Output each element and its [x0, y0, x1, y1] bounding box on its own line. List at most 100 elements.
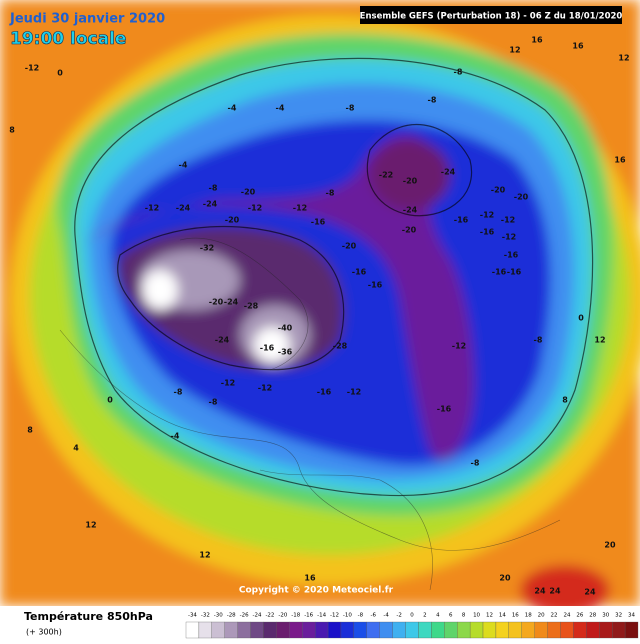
scale-swatch	[521, 621, 535, 639]
scale-swatch	[573, 621, 587, 639]
scale-label: 12	[486, 613, 493, 619]
scale-label: 10	[473, 613, 480, 619]
map-value: -24	[224, 298, 239, 307]
scale-swatch	[508, 621, 522, 639]
map-value: -16	[368, 281, 383, 290]
map-value: -28	[333, 342, 348, 351]
scale-swatch	[392, 621, 406, 639]
map-value: 16	[614, 156, 626, 165]
scale-label: 24	[563, 613, 570, 619]
scale-swatch	[366, 621, 380, 639]
map-labels: -12 -24 -24-20-12-8 -20-12-16-8-20-16-16-20…	[9, 36, 629, 597]
map-value: -12	[501, 216, 515, 225]
scale-swatch	[405, 621, 419, 639]
scale-swatch	[482, 621, 497, 639]
contours	[74, 57, 594, 497]
map-value: -24	[203, 200, 218, 209]
scale-label: -34	[188, 613, 197, 619]
map-value: -16	[504, 251, 519, 260]
scale-label: -14	[317, 613, 326, 619]
scale-swatch	[211, 621, 225, 639]
map-value: -12	[480, 211, 494, 220]
map-value: -24	[441, 168, 456, 177]
map-value: -4	[179, 161, 188, 170]
map-value: 16	[572, 42, 584, 51]
scale-label: 16	[512, 613, 519, 619]
color-scale: -34 -32 -30 -28 -26 -24 -22 -20 -18 -16 -14 -12 -10-…	[185, 613, 639, 639]
map-value: -20	[225, 216, 240, 225]
map-value: -16	[454, 216, 469, 225]
map-value: 16	[531, 36, 543, 45]
footer-title: Température 850hPa	[24, 610, 153, 623]
map-value: -12	[25, 64, 39, 73]
map-value: -16	[437, 405, 452, 414]
scale-label: 8	[462, 613, 466, 619]
scale-label: 4	[436, 613, 440, 619]
scale-label: 34	[628, 613, 635, 619]
map-value: 24	[549, 587, 561, 596]
scale-label: 30	[602, 613, 609, 619]
scale-label: 28	[589, 613, 596, 619]
map-value: -12	[258, 384, 272, 393]
map-value: 24	[534, 587, 546, 596]
scale-label: -28	[227, 613, 236, 619]
map-value: 20	[499, 574, 511, 583]
scale-label: -2	[396, 613, 401, 619]
map-value: 12	[618, 54, 629, 63]
map-value: 12	[509, 46, 520, 55]
scale-swatch	[599, 621, 613, 639]
map-value: -8	[174, 388, 183, 397]
scale-swatch	[327, 621, 342, 639]
map-value: -32	[200, 244, 214, 253]
date-label: Jeudi 30 janvier 2020	[9, 12, 165, 27]
scale-label: -4	[383, 613, 389, 619]
scale-label: 6	[449, 613, 453, 619]
scale-swatch	[457, 621, 471, 639]
scale-swatch	[237, 621, 251, 639]
map-value: -16	[480, 228, 495, 237]
scale-label: -20	[278, 613, 287, 619]
map-value: 20	[604, 541, 616, 550]
copyright: Copyright © 2020 Meteociel.fr	[239, 586, 394, 596]
scale-swatch	[198, 621, 212, 639]
map-value: -16	[260, 344, 275, 353]
scale-label: -22	[265, 613, 274, 619]
map-value: -22	[379, 171, 393, 180]
map-value: 12	[199, 551, 210, 560]
map-value: -8	[326, 189, 335, 198]
map-value: -20	[491, 186, 506, 195]
map-value: 8	[27, 426, 33, 435]
map-value: 24	[584, 588, 596, 597]
scale-label: 18	[525, 613, 532, 619]
scale-swatch	[495, 621, 510, 639]
scale-label: 2	[423, 613, 427, 619]
map-value: -4	[228, 104, 237, 113]
map-value: -24	[215, 336, 230, 345]
map-value: -8	[209, 398, 218, 407]
map-value: 8	[562, 396, 568, 405]
map-value: -16	[507, 268, 522, 277]
map-value: -4	[276, 104, 285, 113]
scale-label: -10	[343, 613, 352, 619]
footer-lead: (+ 300h)	[26, 628, 62, 637]
map-value: -12	[347, 388, 361, 397]
map-value: 0	[578, 314, 584, 323]
scale-label: 26	[576, 613, 583, 619]
map-value: 0	[107, 396, 113, 405]
scale-swatch	[340, 621, 355, 639]
map-value: -24	[403, 206, 418, 215]
scale-swatch	[431, 621, 445, 639]
map-value: -36	[278, 348, 293, 357]
scale-swatch	[302, 621, 316, 639]
scale-label: -24	[253, 613, 262, 619]
scale-swatch	[560, 621, 574, 639]
map-value: -12	[502, 233, 516, 242]
scale-swatch	[314, 621, 329, 639]
scale-label: -6	[371, 613, 377, 619]
scale-label: 14	[499, 613, 506, 619]
map-value: -8	[454, 68, 463, 77]
scale-label: 32	[615, 613, 622, 619]
map-value: -28	[244, 302, 259, 311]
scale-label: -12	[330, 613, 339, 619]
